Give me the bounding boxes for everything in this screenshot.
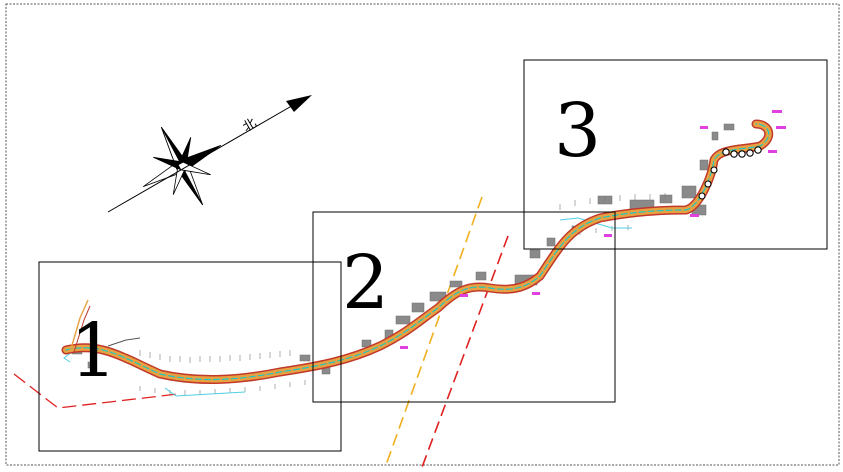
- sheet-label-3: 3: [554, 88, 601, 174]
- north-label: 北: [241, 116, 260, 135]
- compass-rose-icon: [142, 126, 222, 206]
- sheet-frame-2: [312, 211, 616, 403]
- sheet-label-2: 2: [342, 240, 389, 326]
- north-arrow-icon: [107, 95, 312, 213]
- yellow-dashed-line: [385, 196, 483, 466]
- sheet-index-frames: [38, 59, 828, 452]
- red-dashed-line: [420, 235, 509, 471]
- road-route: [61, 119, 774, 385]
- route-start-spur: [69, 299, 141, 353]
- drawing-border: [5, 3, 840, 466]
- road-centerline: [65, 123, 770, 381]
- station-markers: [400, 110, 786, 349]
- dashed-alignment-lines: [13, 196, 509, 471]
- sheet-frame-3: [523, 59, 828, 250]
- retaining-wall-markers: [698, 146, 762, 200]
- roadside-ticks: [139, 193, 666, 395]
- sheet-label-1: 1: [70, 308, 117, 394]
- sheet-frame-1: [38, 261, 342, 452]
